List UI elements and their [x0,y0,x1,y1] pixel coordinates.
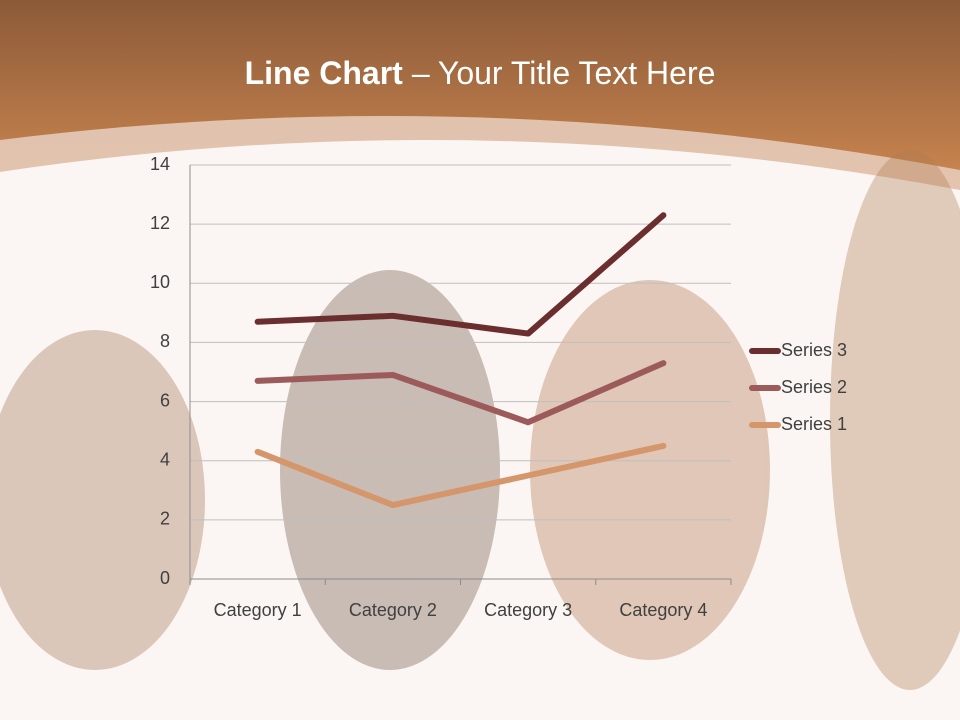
slide-title: Line Chart – Your Title Text Here [245,55,716,91]
legend-label: Series 3 [781,340,847,360]
series-line [254,360,667,426]
y-tick-label: 0 [160,568,170,588]
x-tick-label: Category 4 [619,600,707,620]
y-tick-label: 10 [150,272,170,292]
series-line [254,212,667,337]
y-tick-label: 14 [150,154,170,174]
x-tick-label: Category 1 [214,600,302,620]
y-tick-label: 2 [160,509,170,529]
y-tick-label: 12 [150,213,170,233]
content-area [0,140,960,720]
series-line [254,442,667,509]
legend-label: Series 1 [781,414,847,434]
x-tick-label: Category 2 [349,600,437,620]
y-tick-label: 6 [160,390,170,410]
background-photo [0,150,960,690]
y-tick-label: 4 [160,449,170,469]
x-tick-label: Category 3 [484,600,572,620]
chart: 0 2 4 6 8 10 12 14 Category 1 Category 2 Category … [150,154,847,620]
title-emphasis: Line Chart [245,55,404,91]
y-tick-label: 8 [160,331,170,351]
legend-label: Series 2 [781,377,847,397]
title-text: – Your Title Text Here [412,55,716,91]
